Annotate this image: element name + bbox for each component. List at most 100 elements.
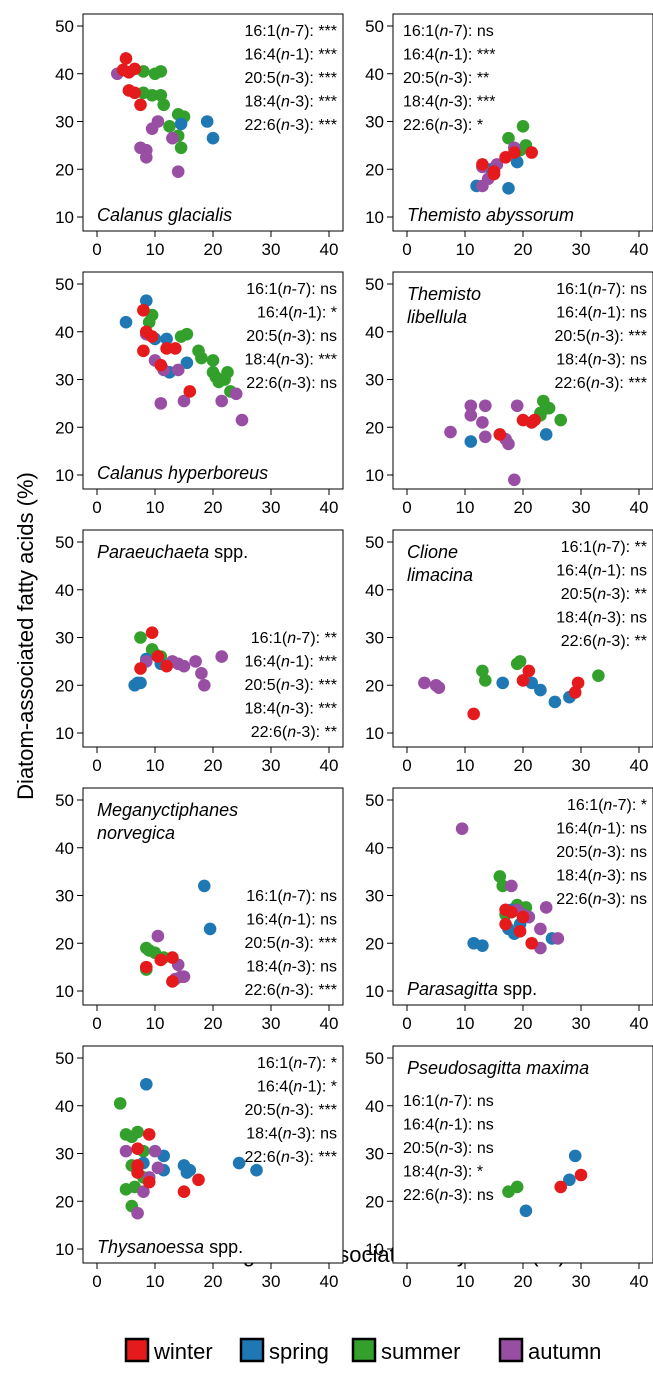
data-point-winter (505, 905, 518, 919)
data-point-spring (502, 182, 515, 195)
y-tick-label: 40 (365, 839, 384, 858)
legend-swatch-summer (351, 1337, 377, 1363)
y-tick-label: 20 (365, 160, 384, 179)
y-tick-label: 10 (55, 208, 74, 227)
y-tick-label: 10 (365, 982, 384, 1001)
data-point-winter (493, 428, 507, 441)
data-point-winter (131, 1142, 144, 1156)
data-point-spring (464, 435, 478, 448)
y-tick-label: 20 (365, 934, 384, 953)
data-point-spring (203, 922, 217, 936)
data-point-winter (131, 1166, 144, 1179)
data-point-summer (513, 655, 527, 668)
y-tick-label: 10 (365, 724, 384, 743)
y-tick-label: 50 (55, 17, 74, 36)
species-title: Themisto abyssorum (407, 205, 574, 225)
species-title: limacina (407, 565, 473, 585)
y-tick-label: 30 (365, 1145, 384, 1164)
data-point-winter (508, 146, 521, 159)
stat-line: 18:4(n-3): ns (246, 1126, 337, 1143)
x-tick-label: 0 (92, 1014, 101, 1033)
stat-line: 16:1(n-7): ns (403, 1093, 494, 1110)
x-tick-label: 0 (92, 1272, 101, 1291)
panel-4: 0 10 20 30 40 10 20 30 40 50 Themisto libellula 16:1… (365, 271, 653, 517)
species-title: Meganyctiphanes (97, 800, 238, 820)
data-point-spring (548, 695, 562, 709)
x-tick-label: 30 (262, 240, 281, 259)
stat-line: 16:4(n-1): *** (245, 47, 338, 64)
x-tick-label: 40 (320, 756, 339, 775)
data-point-winter (516, 674, 530, 687)
data-point-autumn (151, 929, 165, 943)
data-point-summer (154, 88, 168, 102)
stat-line: 20:5(n-3): *** (245, 1102, 338, 1119)
panel-frame (392, 529, 653, 748)
x-tick-label: 0 (92, 756, 101, 775)
data-point-autumn (154, 397, 168, 410)
stat-line: 22:6(n-3): * (403, 117, 483, 134)
stat-line: 16:1(n-7): ns (403, 23, 494, 40)
data-point-summer (496, 879, 510, 893)
x-tick-label: 20 (514, 756, 533, 775)
data-point-winter (487, 167, 501, 181)
x-tick-label: 40 (630, 1014, 649, 1033)
stat-line: 22:6(n-3): ns (556, 891, 647, 908)
y-tick-label: 20 (55, 1192, 74, 1211)
data-point-autumn (476, 416, 489, 429)
x-tick-label: 0 (92, 240, 101, 259)
stat-line: 16:4(n-1): *** (403, 47, 496, 64)
data-point-summer (174, 141, 188, 155)
species-title: norvegica (97, 823, 175, 843)
data-point-autumn (464, 409, 478, 422)
data-point-summer (479, 674, 492, 687)
data-point-autumn (119, 1144, 133, 1158)
panel-frame (392, 271, 653, 490)
data-point-summer (206, 354, 220, 367)
stat-line: 16:1(n-7): * (257, 1055, 337, 1072)
x-tick-label: 30 (572, 1014, 591, 1033)
data-point-autumn (444, 425, 457, 439)
stat-line: 18:4(n-3): ns (556, 610, 647, 627)
species-title: Thysanoessa spp. (97, 1237, 243, 1257)
data-point-summer (134, 631, 147, 644)
panel-1: 0 10 20 30 40 10 20 30 40 50 Calanus glacialis 16:1… (55, 13, 344, 259)
data-point-winter (522, 664, 536, 678)
x-tick-label: 10 (146, 1014, 165, 1033)
y-tick-label: 20 (55, 418, 74, 437)
species-title: Calanus glacialis (97, 205, 232, 225)
data-point-autumn (229, 387, 243, 401)
data-point-spring (534, 683, 547, 697)
x-tick-label: 10 (456, 240, 475, 259)
legend-label-spring: spring (269, 1339, 329, 1364)
species-title: libellula (407, 307, 467, 327)
y-tick-label: 20 (55, 676, 74, 695)
x-tick-label: 10 (146, 498, 165, 517)
y-tick-label: 30 (365, 371, 384, 390)
data-point-autumn (171, 165, 185, 178)
data-point-spring (510, 155, 524, 169)
data-point-autumn (195, 667, 208, 680)
data-point-spring (206, 131, 220, 145)
data-point-winter (142, 1128, 156, 1141)
data-point-summer (554, 413, 567, 427)
data-point-autumn (137, 1185, 150, 1198)
data-point-spring (160, 332, 173, 346)
data-point-spring (250, 1163, 263, 1177)
x-tick-label: 30 (262, 1014, 281, 1033)
stat-line: 22:6(n-3): ns (403, 1187, 494, 1204)
data-point-winter (183, 385, 197, 398)
data-point-autumn (166, 131, 179, 145)
species-title: Parasagitta spp. (407, 979, 537, 999)
y-tick-label: 20 (365, 418, 384, 437)
x-tick-label: 20 (514, 1014, 533, 1033)
panel-10: 0 10 20 30 40 10 20 30 40 50 Pseudosagitta maxima 1… (365, 1045, 653, 1291)
stat-line: 16:4(n-1): *** (245, 654, 338, 671)
stat-line: 22:6(n-3): *** (245, 1149, 338, 1166)
stat-line: 20:5(n-3): ns (403, 1140, 494, 1157)
panel-frame (82, 787, 344, 1006)
stat-line: 18:4(n-3): ns (556, 868, 647, 885)
y-tick-label: 40 (365, 1097, 384, 1116)
data-point-autumn (171, 363, 185, 377)
data-point-spring (563, 1173, 576, 1187)
stat-line: 16:4(n-1): ns (556, 563, 647, 580)
